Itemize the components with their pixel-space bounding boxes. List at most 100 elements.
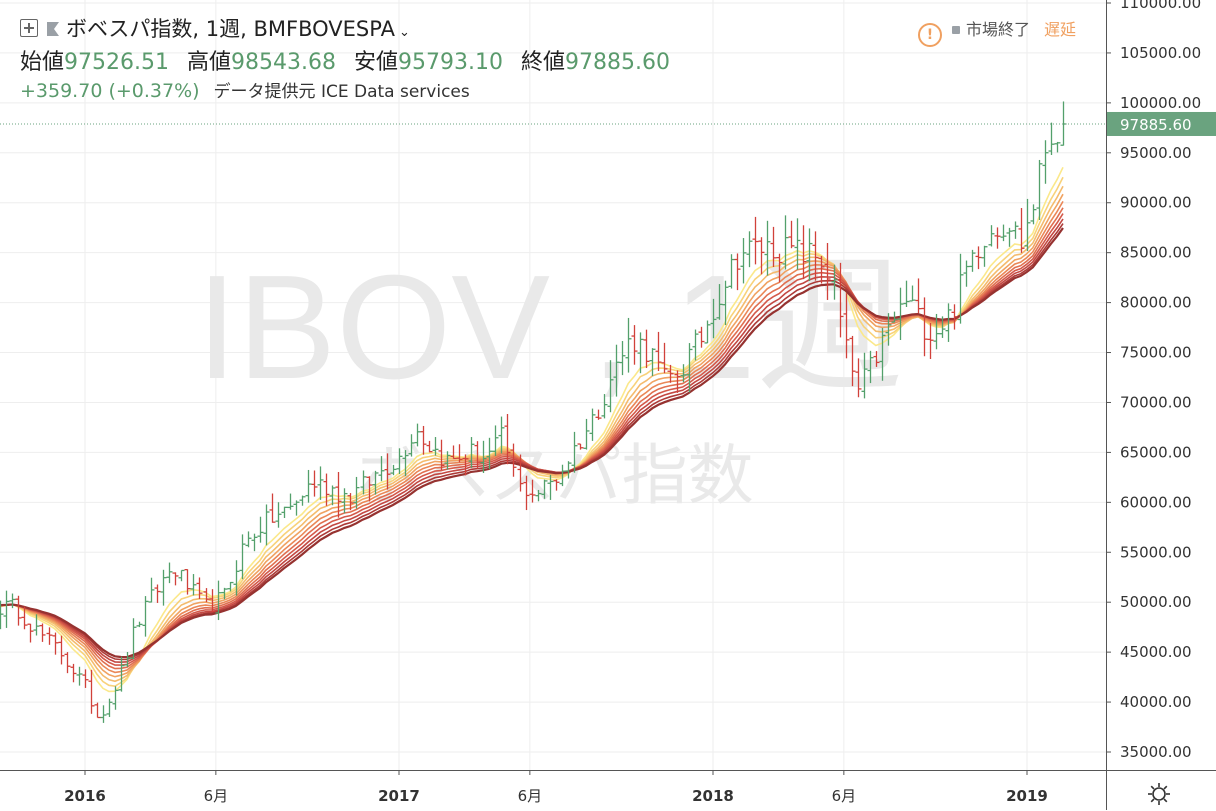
ohlc-bar	[323, 473, 330, 506]
ohlc-bar	[661, 342, 668, 374]
ohlc-bar	[88, 669, 95, 714]
ohlc-bar	[517, 454, 524, 492]
ohlc-bar	[221, 587, 228, 600]
ohlc-bar	[3, 590, 10, 628]
ohlc-bar	[667, 364, 674, 383]
ohlc-bar	[541, 479, 548, 499]
ohlc-bar	[492, 425, 499, 456]
ohlc-bar	[764, 220, 771, 276]
ohlc-bar	[589, 408, 596, 441]
ohlc-bar	[1042, 140, 1049, 184]
time-axis[interactable]: 2016 6月 2017 6月 2018 6月 2019	[64, 770, 1048, 805]
ohlc-bar	[287, 493, 294, 510]
ohlc-bar	[595, 409, 602, 420]
ohlc-bar	[504, 413, 511, 465]
ohlc-bar	[963, 260, 970, 287]
ohlc-bar	[975, 246, 982, 270]
ohlc-bar	[0, 600, 4, 630]
y-tick-label: 70000.00	[1120, 393, 1192, 411]
ohlc-bar	[263, 504, 270, 546]
ohlc-bar	[196, 577, 203, 599]
ohlc-bar	[788, 220, 795, 249]
ohlc-bar	[1036, 159, 1043, 220]
y-tick-label: 45000.00	[1120, 643, 1192, 661]
gear-icon[interactable]	[1146, 781, 1172, 807]
y-tick-label: 40000.00	[1120, 693, 1192, 711]
ohlc-bar	[257, 516, 264, 543]
ohlc-bar	[329, 485, 336, 506]
ohlc-bar	[510, 443, 517, 477]
last-price-text: 97885.60	[1120, 116, 1192, 134]
ohlc-bar	[402, 450, 409, 477]
ohlc-bar	[981, 245, 988, 267]
y-tick-label: 80000.00	[1120, 294, 1192, 312]
ohlc-bar	[758, 237, 765, 275]
y-tick-label: 55000.00	[1120, 543, 1192, 561]
ohlc-bar	[607, 360, 614, 413]
ohlc-bar	[130, 618, 137, 660]
ohlc-bar	[118, 656, 125, 692]
x-tick-label: 2018	[692, 787, 734, 805]
ohlc-bar	[251, 533, 258, 552]
y-tick-label: 95000.00	[1120, 144, 1192, 162]
ohlc-bar	[988, 225, 995, 247]
ohlc-bar	[812, 231, 819, 281]
ohlc-bar	[396, 448, 403, 475]
delay-label[interactable]: 遅延	[1044, 20, 1077, 39]
ohlc-bar	[1054, 141, 1061, 153]
ohlc-bar	[547, 474, 554, 500]
ohlc-bar	[227, 581, 234, 592]
ohlc-bar	[565, 461, 572, 479]
market-status[interactable]: ! 市場終了 遅延	[918, 16, 1076, 47]
ohlc-bar	[921, 297, 928, 357]
ohlc-bar	[674, 370, 681, 393]
ohlc-bar	[837, 262, 844, 338]
ohlc-bar	[716, 284, 723, 320]
x-tick-label: 2019	[1006, 787, 1048, 805]
ohlc-bar	[124, 651, 131, 667]
ohlc-bar	[190, 574, 197, 596]
ohlc-bar	[794, 218, 801, 270]
ohlc-bar	[305, 469, 312, 503]
ohlc-bar	[619, 341, 626, 376]
y-tick-label: 65000.00	[1120, 443, 1192, 461]
ohlc-bar	[1024, 198, 1031, 252]
ohlc-bar	[438, 439, 445, 471]
ohlc-bar	[855, 358, 862, 398]
ohlc-bar	[148, 577, 155, 603]
ohlc-bar	[46, 627, 53, 645]
watermark: IBOV , 1週 ボベスパ指数	[196, 245, 903, 514]
ohlc-bar	[710, 298, 717, 339]
ohlc-bar	[154, 584, 161, 603]
ohlc-bar	[52, 632, 59, 655]
ohlc-bar	[353, 476, 360, 509]
ohlc-bar	[649, 348, 656, 377]
ohlc-bar	[480, 440, 487, 474]
ohlc-bar	[831, 264, 838, 300]
ohlc-bar	[818, 255, 825, 284]
ohlc-bar	[82, 669, 89, 688]
ohlc-bar	[299, 495, 306, 506]
ohlc-bar	[861, 352, 868, 399]
ohlc-bar	[625, 317, 632, 373]
ohlc-bar	[408, 434, 415, 457]
ohlc-bar	[70, 663, 77, 683]
ohlc-bar	[885, 313, 892, 346]
ohlc-bar	[637, 332, 644, 374]
ohlc-bar	[94, 702, 101, 719]
price-axis[interactable]: 110000.00 105000.00 100000.00 95000.00 90000…	[1106, 0, 1201, 761]
ohlc-bar	[746, 231, 753, 268]
ema-line	[0, 166, 1064, 693]
ohlc-bar	[269, 493, 276, 523]
ohlc-bar	[740, 238, 747, 284]
ohlc-bar	[317, 466, 324, 500]
ohlc-bar	[752, 216, 759, 265]
warning-icon[interactable]: !	[918, 23, 942, 47]
ohlc-bar	[776, 253, 783, 283]
ohlc-bar	[136, 621, 143, 628]
y-tick-label: 75000.00	[1120, 344, 1192, 362]
ohlc-bar	[341, 488, 348, 514]
ohlc-bar	[782, 215, 789, 270]
ohlc-bar	[245, 531, 252, 548]
